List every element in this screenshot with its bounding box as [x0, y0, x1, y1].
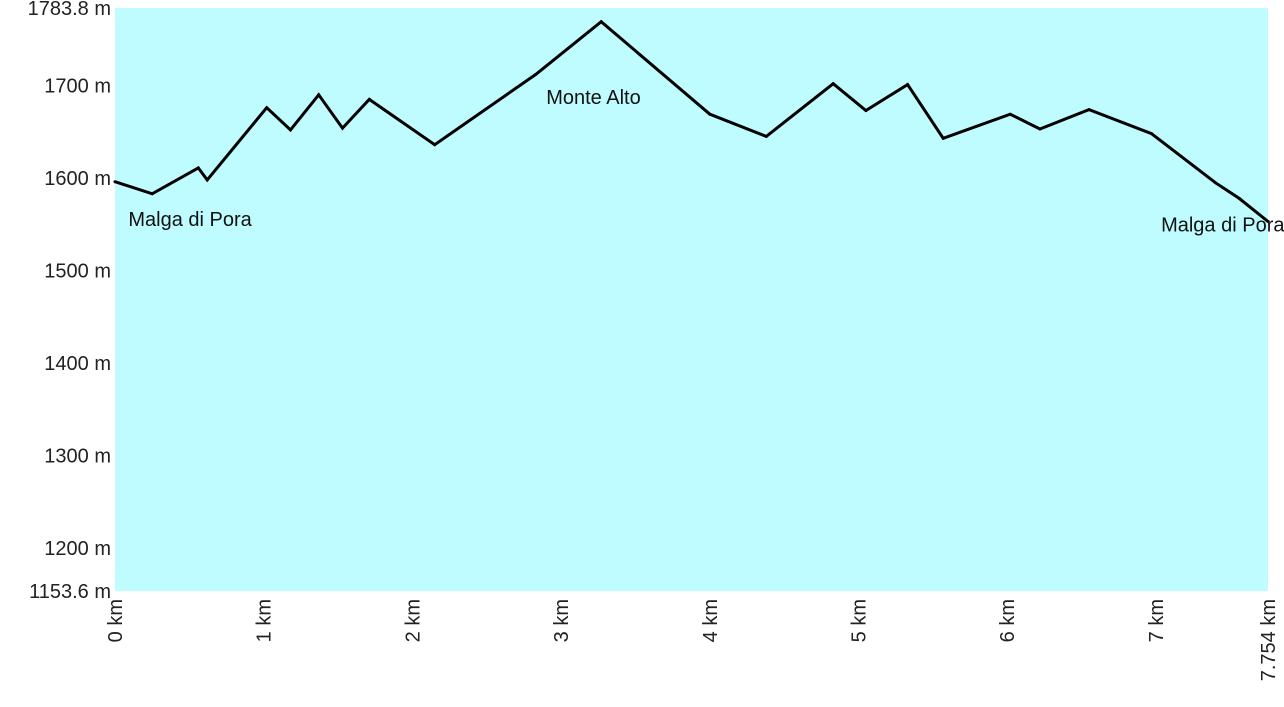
data-point: [1237, 196, 1241, 200]
data-point: [906, 83, 910, 87]
data-points: [113, 20, 1270, 223]
data-point: [1087, 108, 1091, 112]
data-point: [764, 134, 768, 138]
data-point: [289, 128, 292, 132]
place-annotation: Malga di Pora: [1161, 215, 1284, 237]
x-tick-label: 0 km: [105, 599, 127, 642]
y-tick-label: 1300 m: [44, 446, 111, 468]
place-annotation: Monte Alto: [546, 87, 641, 109]
data-point: [367, 97, 371, 101]
data-point: [941, 136, 945, 140]
data-point: [1213, 181, 1217, 185]
data-point: [534, 72, 538, 76]
data-point: [341, 126, 344, 130]
x-tick-label: 7 km: [1146, 599, 1168, 642]
data-point: [708, 112, 712, 116]
y-tick-label: 1400 m: [44, 353, 111, 375]
x-axis: 0 km 1 km 2 km 3 km 4 km 5 km 6 km 7 km 7.754 km: [105, 599, 1280, 681]
x-tick-label: 5 km: [848, 599, 870, 642]
y-tick-label: 1500 m: [44, 261, 111, 283]
y-tick-label: 1783.8 m: [28, 0, 111, 20]
data-point: [196, 166, 200, 170]
plot-background: [115, 8, 1268, 591]
data-point: [150, 192, 154, 196]
data-point: [113, 180, 117, 184]
data-point: [864, 109, 868, 112]
x-tick-label: 3 km: [551, 599, 573, 642]
x-tick-label: 4 km: [700, 599, 722, 642]
y-axis: 1153.6 m 1200 m 1300 m 1400 m 1500 m 1600 m 17…: [28, 0, 111, 603]
data-point: [433, 143, 437, 147]
y-tick-label: 1153.6 m: [29, 581, 111, 603]
annotations: Malga di Pora Monte Alto Malga di Pora: [128, 87, 1284, 237]
data-point: [1266, 220, 1270, 223]
x-tick-label: 7.754 km: [1258, 599, 1280, 681]
x-tick-label: 2 km: [402, 599, 424, 642]
x-tick-label: 1 km: [254, 599, 276, 642]
y-tick-label: 1600 m: [44, 168, 111, 190]
data-point: [599, 20, 603, 24]
place-annotation: Malga di Pora: [128, 209, 252, 231]
data-point: [317, 93, 321, 97]
data-point: [1008, 112, 1012, 116]
data-point: [205, 178, 209, 182]
data-point: [1038, 127, 1042, 131]
y-tick-label: 1700 m: [44, 76, 111, 98]
y-tick-label: 1200 m: [44, 538, 111, 560]
data-point: [1149, 132, 1153, 136]
data-point: [265, 106, 269, 110]
x-tick-label: 6 km: [997, 599, 1019, 642]
data-point: [831, 82, 835, 86]
